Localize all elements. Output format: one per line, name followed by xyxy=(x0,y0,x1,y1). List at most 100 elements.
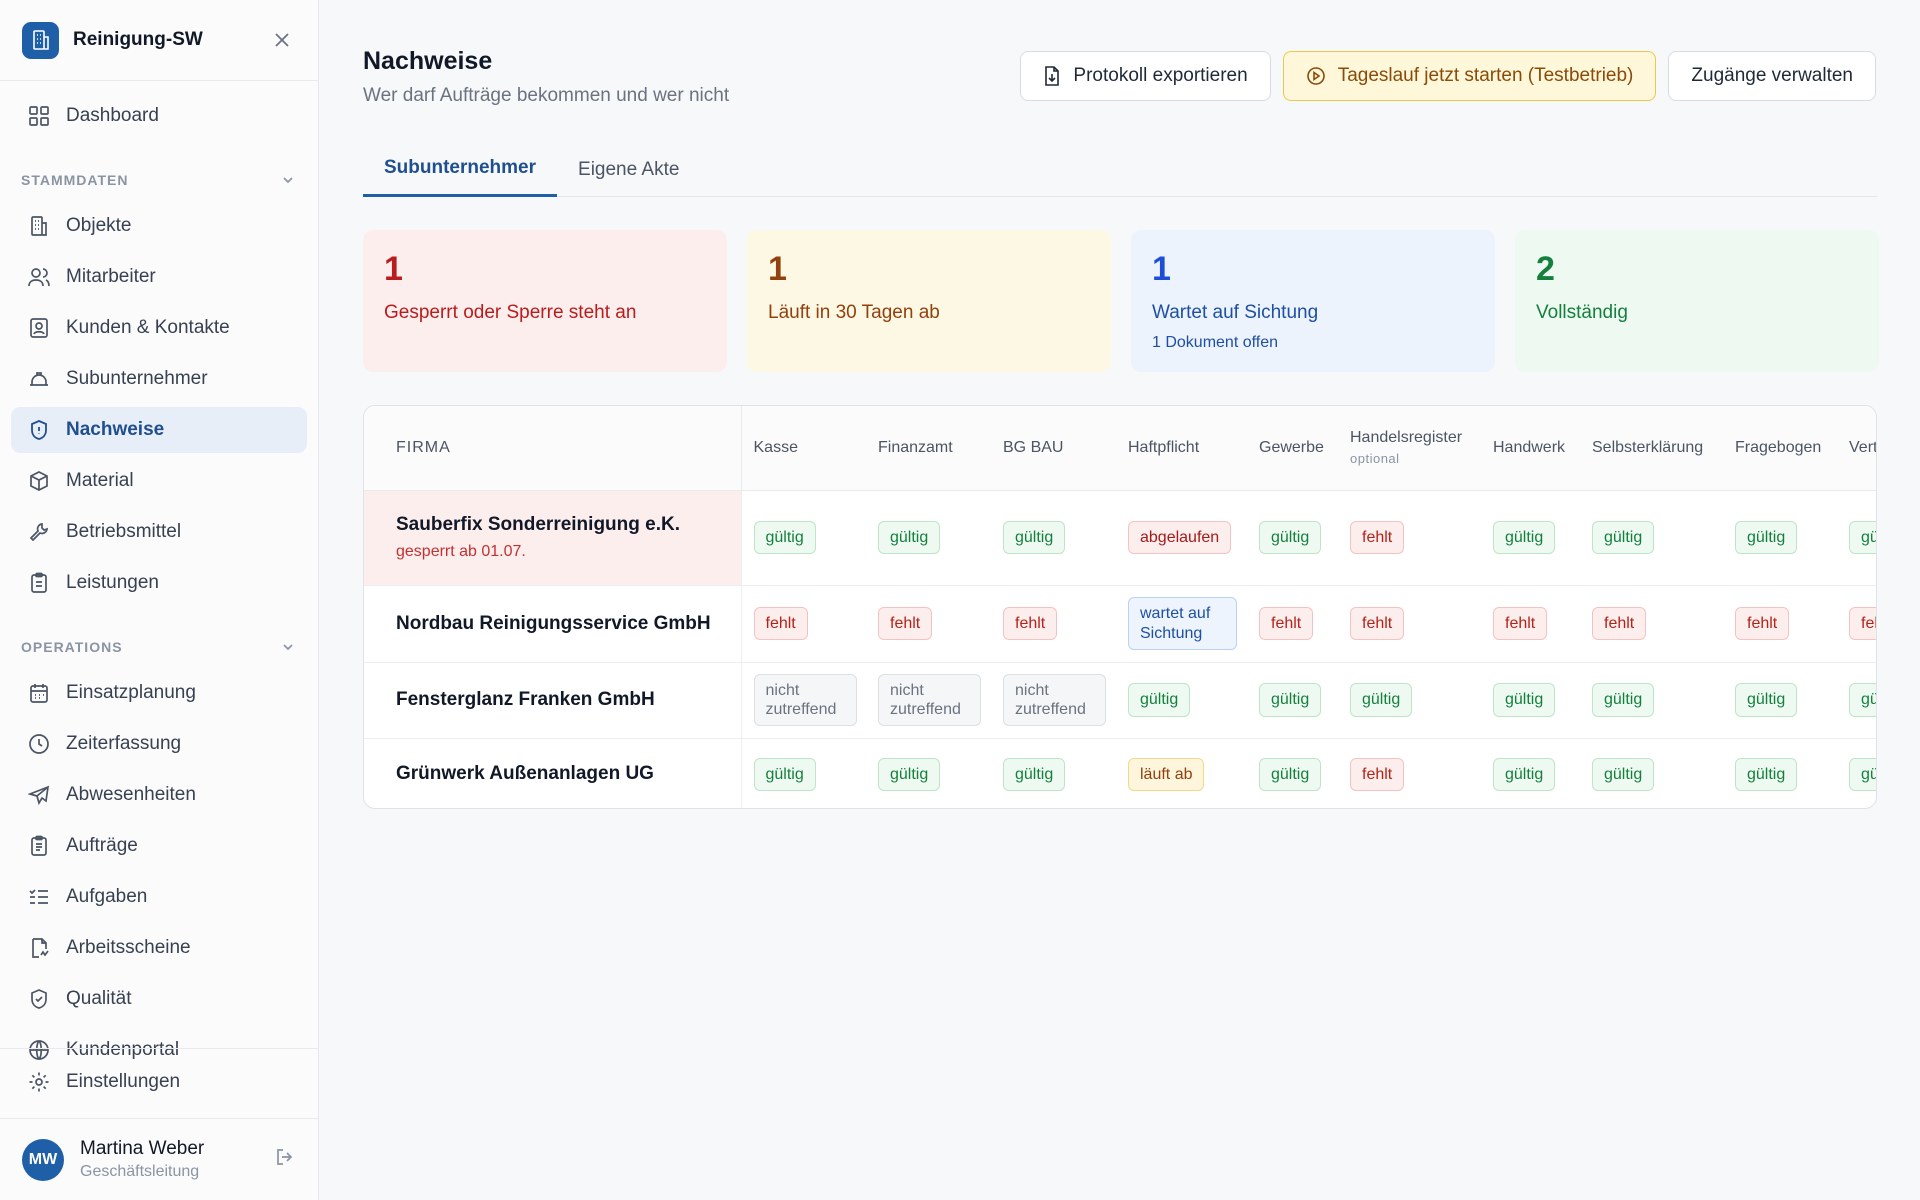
sidebar-item-einstellungen[interactable]: Einstellungen xyxy=(11,1059,307,1105)
section-stammdaten[interactable]: STAMMDATEN xyxy=(11,161,307,199)
status-badge[interactable]: fehlt xyxy=(878,606,933,641)
sidebar-item-objekte[interactable]: Objekte xyxy=(11,203,307,249)
sidebar-item-einsatzplanung[interactable]: Einsatzplanung xyxy=(11,670,307,716)
status-badge[interactable]: gültig xyxy=(1493,757,1556,791)
status-badge[interactable]: gültig xyxy=(1735,757,1798,791)
status-badge[interactable]: fehlt xyxy=(1350,520,1405,555)
hard-hat-icon xyxy=(27,367,51,391)
sidebar-item-dashboard[interactable]: Dashboard xyxy=(11,93,307,139)
sidebar-item-mitarbeiter[interactable]: Mitarbeiter xyxy=(11,254,307,300)
status-badge[interactable]: fehlt xyxy=(753,606,808,641)
status-badge[interactable]: fehlt xyxy=(1493,606,1548,641)
status-badge[interactable]: gültig xyxy=(1592,683,1655,717)
company-cell[interactable]: Sauberfix Sonderreinigung e.K. gesperrt a… xyxy=(364,490,742,586)
status-badge[interactable]: gültig xyxy=(1735,520,1798,555)
export-protocol-button[interactable]: Protokoll exportieren xyxy=(1020,51,1271,101)
status-badge[interactable]: fehlt xyxy=(1592,606,1647,641)
company-cell[interactable]: Nordbau Reinigungsservice GmbH xyxy=(364,585,742,663)
status-badge[interactable]: nicht zutreffend xyxy=(1003,673,1106,727)
company-cell[interactable]: Fensterglanz Franken GmbH xyxy=(364,662,742,739)
chevron-down-icon xyxy=(283,177,293,184)
header-actions: Protokoll exportieren Tageslauf jetzt st… xyxy=(1020,51,1876,101)
status-badge[interactable]: gültig xyxy=(753,757,816,791)
sidebar-item-auftraege[interactable]: Aufträge xyxy=(11,823,307,869)
stat-card-review[interactable]: 1 Wartet auf Sichtung 1 Dokument offen xyxy=(1131,230,1495,372)
stat-value: 1 xyxy=(768,250,787,288)
table-row[interactable]: Nordbau Reinigungsservice GmbH fehlt fehlt… xyxy=(364,585,1876,663)
status-badge[interactable]: gültig xyxy=(1259,520,1322,555)
status-badge[interactable]: fehlt xyxy=(1350,757,1405,791)
sidebar-item-zeiterfassung[interactable]: Zeiterfassung xyxy=(11,721,307,767)
user-profile: MW Martina Weber Geschäftsleitung xyxy=(0,1118,318,1200)
status-badge[interactable]: fehlt xyxy=(1350,606,1405,641)
sidebar-item-kunden[interactable]: Kunden & Kontakte xyxy=(11,305,307,351)
status-badge[interactable]: gültig xyxy=(1493,683,1556,717)
status-cell: fehlt xyxy=(991,585,1116,663)
start-daily-run-button[interactable]: Tageslauf jetzt starten (Testbetrieb) xyxy=(1282,51,1657,101)
sidebar-item-subunternehmer[interactable]: Subunternehmer xyxy=(11,356,307,402)
sidebar-item-label: Subunternehmer xyxy=(66,368,208,389)
status-badge[interactable]: gültig xyxy=(1350,683,1413,717)
status-badge[interactable]: gü xyxy=(1849,520,1876,555)
sidebar-item-material[interactable]: Material xyxy=(11,458,307,504)
manage-access-button[interactable]: Zugänge verwalten xyxy=(1668,51,1876,101)
tab-subunternehmer[interactable]: Subunternehmer xyxy=(363,142,558,197)
sidebar-item-aufgaben[interactable]: Aufgaben xyxy=(11,874,307,920)
status-badge[interactable]: wartet auf Sichtung xyxy=(1128,597,1237,650)
status-badge[interactable]: nicht zutreffend xyxy=(878,673,981,727)
sidebar-item-label: Einsatzplanung xyxy=(66,682,196,703)
status-badge[interactable]: gü xyxy=(1849,757,1876,791)
shield-check-icon xyxy=(27,987,51,1011)
close-sidebar-button[interactable] xyxy=(268,26,296,54)
sidebar-item-arbeitsscheine[interactable]: Arbeitsscheine xyxy=(11,925,307,971)
status-badge[interactable]: gültig xyxy=(1493,520,1556,555)
status-badge[interactable]: gültig xyxy=(1259,757,1322,791)
status-badge[interactable]: läuft ab xyxy=(1128,757,1205,791)
status-badge[interactable]: feh xyxy=(1849,606,1876,641)
status-badge[interactable]: gültig xyxy=(753,520,816,555)
sidebar-item-kundenportal[interactable]: Kundenportal xyxy=(11,1027,307,1073)
status-cell: gültig xyxy=(1580,738,1723,808)
sidebar-item-leistungen[interactable]: Leistungen xyxy=(11,560,307,606)
logout-button[interactable] xyxy=(274,1146,296,1173)
status-badge[interactable]: gültig xyxy=(1735,683,1798,717)
status-badge[interactable]: gültig xyxy=(1003,520,1066,555)
status-cell: fehlt xyxy=(1338,490,1481,586)
status-cell: fehlt xyxy=(1580,585,1723,663)
stat-card-blocked[interactable]: 1 Gesperrt oder Sperre steht an xyxy=(363,230,727,372)
stat-card-expiring[interactable]: 1 Läuft in 30 Tagen ab xyxy=(747,230,1111,372)
status-badge[interactable]: gültig xyxy=(1259,683,1322,717)
section-operations[interactable]: OPERATIONS xyxy=(11,628,307,666)
logout-icon xyxy=(277,1149,293,1165)
table-row[interactable]: Grünwerk Außenanlagen UG gültig gültig gült… xyxy=(364,738,1876,808)
status-badge[interactable]: gültig xyxy=(1003,757,1066,791)
status-badge[interactable]: fehlt xyxy=(1735,606,1790,641)
avatar: MW xyxy=(22,1138,64,1181)
status-badge[interactable]: gültig xyxy=(1592,757,1655,791)
stat-card-complete[interactable]: 2 Vollständig xyxy=(1515,230,1879,372)
status-badge[interactable]: gültig xyxy=(1128,683,1191,717)
status-badge[interactable]: gültig xyxy=(878,757,941,791)
column-header: Kasse xyxy=(741,406,866,491)
status-badge[interactable]: gültig xyxy=(878,520,941,555)
status-badge[interactable]: nicht zutreffend xyxy=(753,673,857,727)
sidebar-item-betriebsmittel[interactable]: Betriebsmittel xyxy=(11,509,307,555)
sidebar-item-qualitaet[interactable]: Qualität xyxy=(11,976,307,1022)
sidebar-item-label: Nachweise xyxy=(66,419,165,440)
sidebar-item-nachweise[interactable]: Nachweise xyxy=(11,407,307,453)
stat-label: Vollständig xyxy=(1536,302,1628,323)
tab-eigene-akte[interactable]: Eigene Akte xyxy=(578,158,680,180)
company-cell[interactable]: Grünwerk Außenanlagen UG xyxy=(364,738,742,808)
status-cell: gültig xyxy=(1580,662,1723,739)
status-badge[interactable]: fehlt xyxy=(1259,606,1314,641)
contact-book-icon xyxy=(27,316,51,340)
status-badge[interactable]: gü xyxy=(1849,683,1876,717)
status-badge[interactable]: abgelaufen xyxy=(1128,520,1232,555)
status-badge[interactable]: fehlt xyxy=(1003,606,1058,641)
status-badge[interactable]: gültig xyxy=(1592,520,1655,555)
compliance-table: FIRMA Kasse Finanzamt BG BAU Haftpflicht… xyxy=(363,405,1877,809)
column-header: BG BAU xyxy=(991,406,1116,491)
table-row[interactable]: Sauberfix Sonderreinigung e.K. gesperrt a… xyxy=(364,490,1876,586)
table-row[interactable]: Fensterglanz Franken GmbH nicht zutreffen… xyxy=(364,662,1876,739)
sidebar-item-abwesenheiten[interactable]: Abwesenheiten xyxy=(11,772,307,818)
